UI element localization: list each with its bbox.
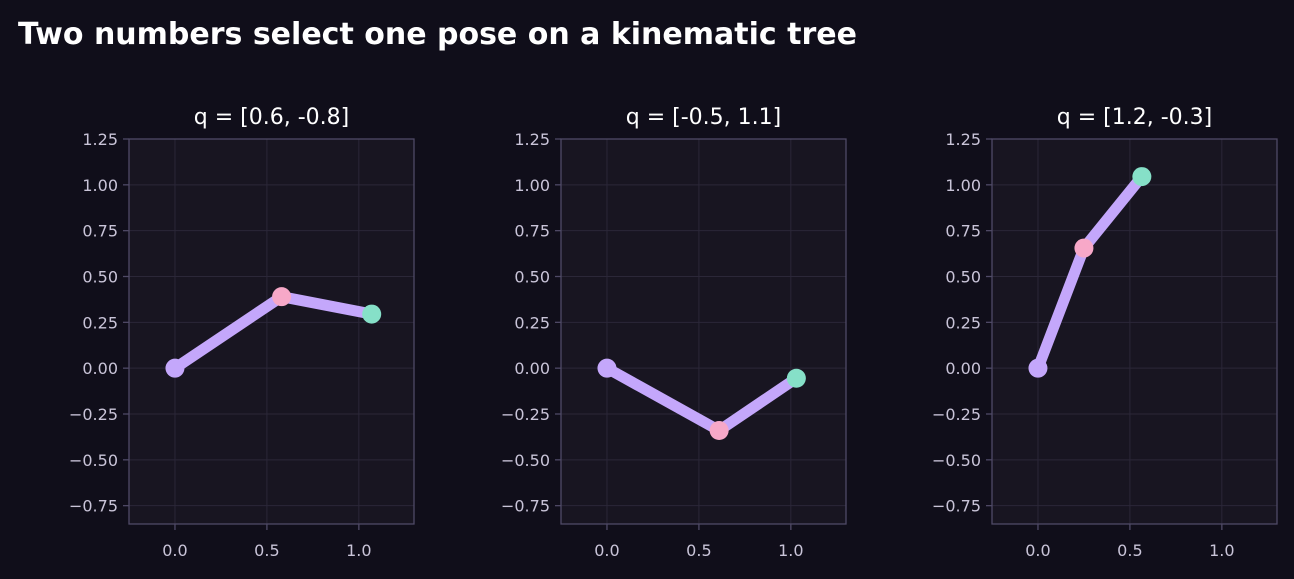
y-tick-label: 0.50 (82, 268, 118, 287)
base-joint (597, 358, 617, 378)
y-tick-label: −0.25 (69, 405, 118, 424)
y-tick-label: 0.00 (82, 359, 118, 378)
y-tick-label: 0.25 (514, 313, 550, 332)
y-tick-label: −0.75 (69, 497, 118, 516)
elbow-joint (709, 421, 729, 440)
end-effector (786, 368, 806, 388)
y-tick-label: −0.50 (69, 451, 118, 470)
y-tick-label: 0.75 (514, 222, 550, 241)
x-tick-label: 0.5 (254, 541, 279, 560)
y-tick-label: 1.00 (82, 176, 118, 195)
y-tick-label: 0.25 (945, 313, 981, 332)
plot-area (129, 139, 414, 524)
x-tick-label: 0.5 (686, 541, 711, 560)
y-tick-label: −0.50 (501, 451, 550, 470)
y-tick-label: 0.75 (945, 222, 981, 241)
chart-title: q = [0.6, -0.8] (194, 105, 349, 130)
plot-frame (128, 138, 415, 525)
y-tick-label: −0.25 (501, 405, 550, 424)
base-joint (165, 358, 185, 378)
chart-title: q = [-0.5, 1.1] (626, 105, 781, 130)
plot-frame (560, 138, 847, 525)
elbow-joint (1074, 238, 1094, 258)
plot-area (992, 139, 1277, 524)
x-tick-label: 0.0 (594, 541, 619, 560)
y-tick-label: −0.50 (932, 451, 981, 470)
x-tick-label: 1.0 (1209, 541, 1234, 560)
x-tick-label: 1.0 (778, 541, 803, 560)
elbow-joint (272, 287, 292, 307)
x-tick-label: 0.0 (162, 541, 187, 560)
x-tick-label: 0.0 (1025, 541, 1050, 560)
base-joint (1028, 358, 1048, 378)
y-tick-label: 0.25 (82, 313, 118, 332)
figure-title: Two numbers select one pose on a kinemat… (18, 17, 857, 52)
x-tick-label: 1.0 (346, 541, 371, 560)
chart-title: q = [1.2, -0.3] (1057, 105, 1212, 130)
y-tick-label: 1.00 (945, 176, 981, 195)
y-tick-label: 1.25 (945, 130, 981, 149)
y-tick-label: 1.25 (82, 130, 118, 149)
panels: q = [0.6, -0.8] 1.25 1.00 0.75 0.50 0.25 0.00 −… (69, 105, 1278, 560)
chart-panel-3: q = [1.2, -0.3] 1.25 1.00 0.75 0.50 0.25 0.00 −… (932, 105, 1278, 560)
y-tick-label: −0.25 (932, 405, 981, 424)
y-tick-label: 1.25 (514, 130, 550, 149)
y-tick-label: 0.50 (945, 268, 981, 287)
plot-frame (991, 138, 1278, 525)
y-tick-label: 1.00 (514, 176, 550, 195)
y-tick-label: 0.00 (514, 359, 550, 378)
y-tick-label: −0.75 (501, 497, 550, 516)
chart-panel-2: q = [-0.5, 1.1] 1.25 1.00 0.75 0.50 0.25 0.00 −… (501, 105, 847, 560)
y-tick-label: −0.75 (932, 497, 981, 516)
end-effector (1132, 167, 1152, 187)
x-tick-label: 0.5 (1117, 541, 1142, 560)
y-tick-label: 0.00 (945, 359, 981, 378)
end-effector (362, 304, 382, 324)
chart-panel-1: q = [0.6, -0.8] 1.25 1.00 0.75 0.50 0.25 0.00 −… (69, 105, 415, 560)
y-tick-label: 0.75 (82, 222, 118, 241)
plot-area (561, 139, 846, 524)
y-tick-label: 0.50 (514, 268, 550, 287)
